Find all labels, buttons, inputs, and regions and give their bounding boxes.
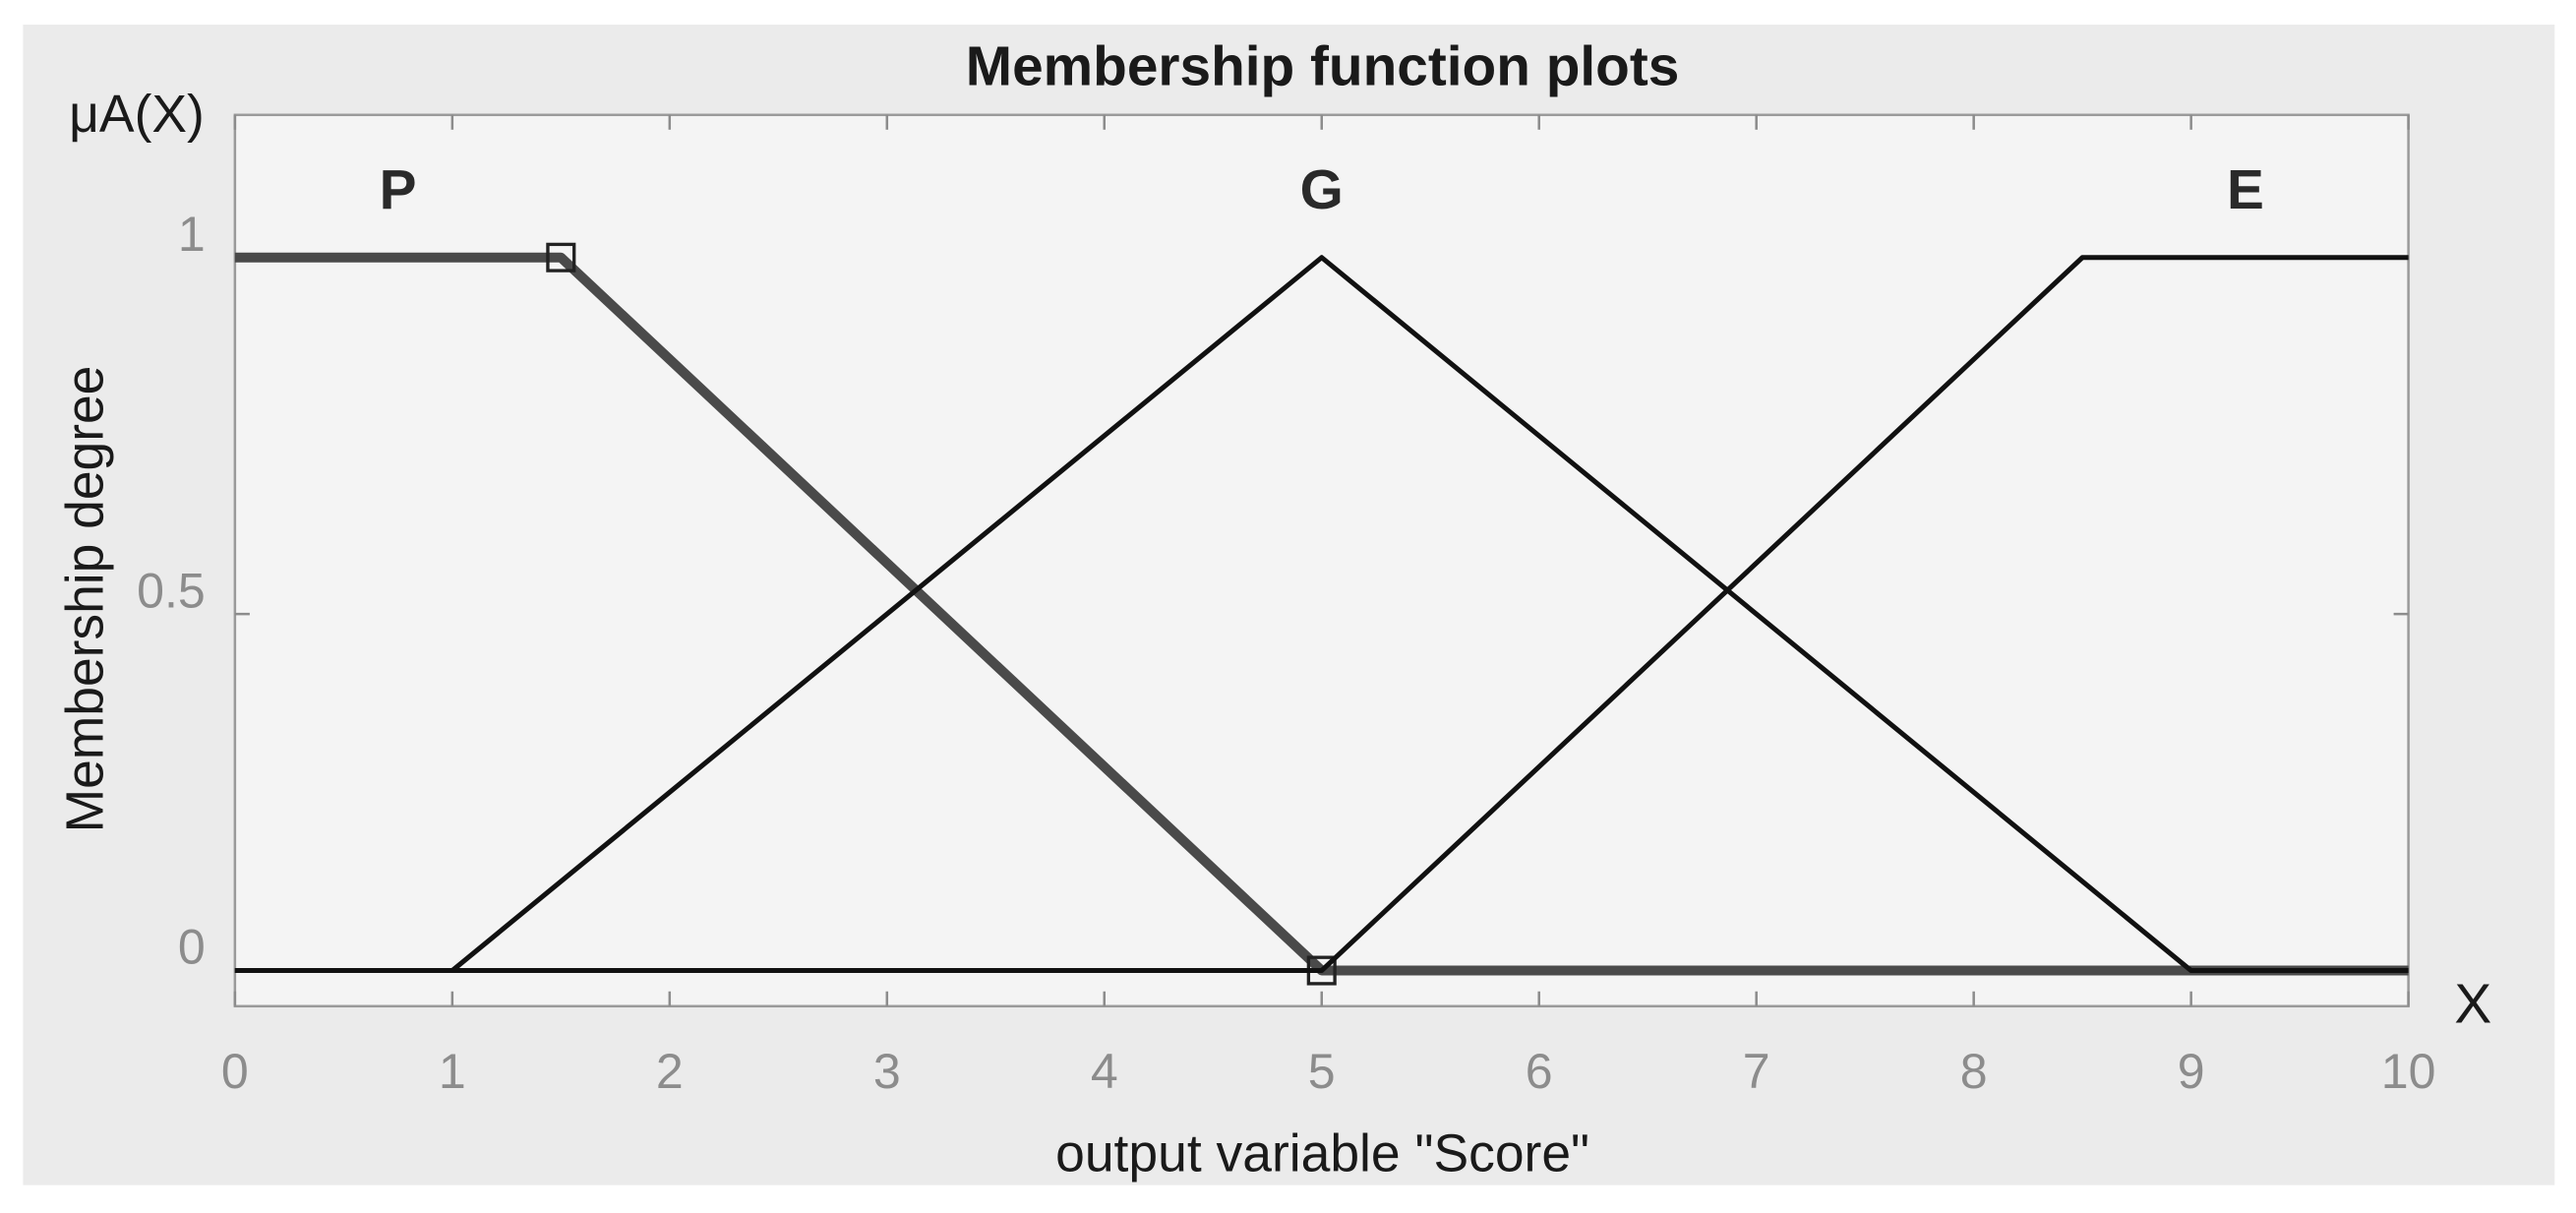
x-tick-label: 10 bbox=[2381, 1044, 2436, 1099]
plot: 0 1 2 3 4 5 6 7 8 9 10 0 0.5 1 P G E bbox=[137, 114, 2436, 1099]
x-tick-label: 6 bbox=[1526, 1044, 1553, 1099]
x-tick-label: 3 bbox=[873, 1044, 901, 1099]
series-marker bbox=[546, 242, 576, 273]
chart-title: Membership function plots bbox=[966, 36, 1680, 98]
x-tick-label: 0 bbox=[221, 1044, 249, 1099]
x-tick-label: 8 bbox=[1960, 1044, 1988, 1099]
plot-area bbox=[233, 113, 2410, 1008]
y-annotation: μA(X) bbox=[69, 86, 205, 144]
y-tick-label: 0.5 bbox=[137, 563, 206, 618]
x-tick-label: 1 bbox=[439, 1044, 466, 1099]
series-label: E bbox=[2227, 159, 2264, 221]
x-tick-label: 7 bbox=[1743, 1044, 1770, 1099]
y-tick-label: 0 bbox=[178, 920, 206, 975]
y-axis-label: Membership degree bbox=[56, 366, 114, 833]
x-annotation: X bbox=[2454, 973, 2491, 1035]
x-tick-label: 9 bbox=[2178, 1044, 2205, 1099]
series-line bbox=[234, 255, 2409, 974]
x-tick-label: 4 bbox=[1091, 1044, 1118, 1099]
series-label: P bbox=[380, 159, 417, 221]
series-label: G bbox=[1300, 159, 1344, 221]
x-tick-label: 2 bbox=[656, 1044, 684, 1099]
series-line bbox=[234, 252, 2409, 976]
y-tick-label: 1 bbox=[178, 207, 206, 262]
x-axis-label: output variable "Score" bbox=[1055, 1124, 1589, 1183]
x-tick-label: 5 bbox=[1308, 1044, 1336, 1099]
